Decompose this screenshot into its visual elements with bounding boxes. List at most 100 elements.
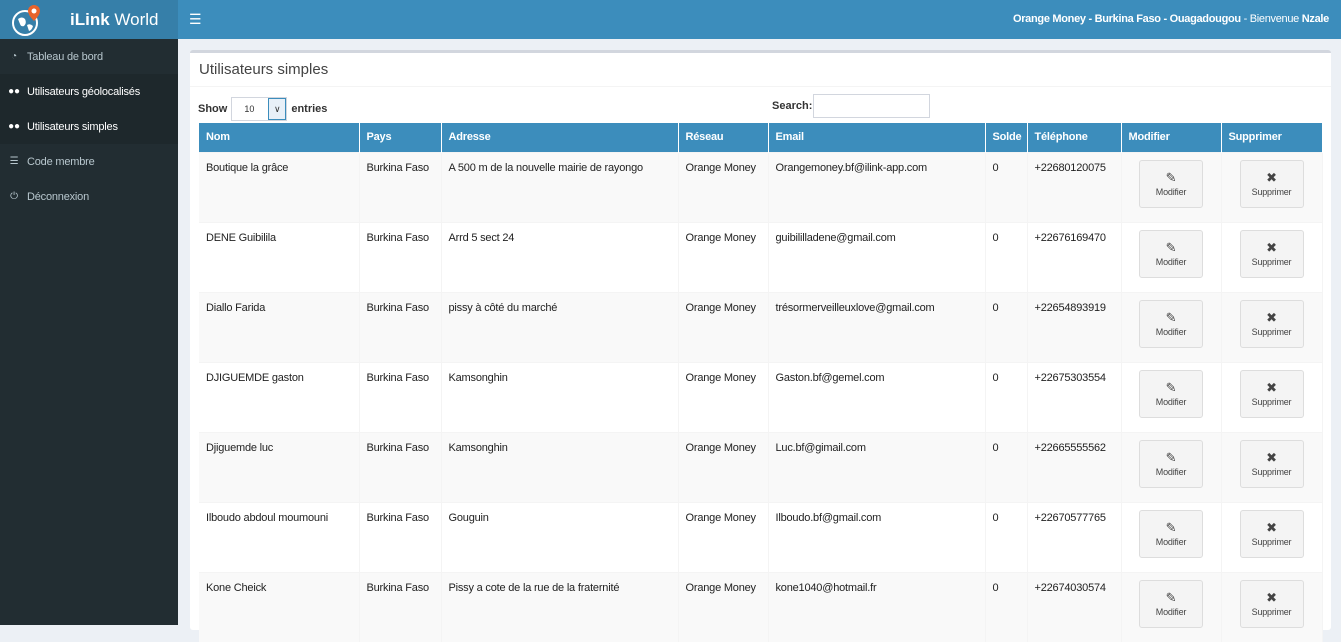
edit-button[interactable]: ✎ Modifier <box>1139 369 1203 418</box>
column-header[interactable]: Téléphone <box>1027 123 1122 152</box>
delete-button[interactable]: ✖ Supprimer <box>1239 509 1304 558</box>
sidebar: ◔ Tableau de bord ●● Utilisateurs géolocal… <box>0 39 178 625</box>
cell-nom: DJIGUEMDE gaston <box>199 361 360 432</box>
cell-reseau: Orange Money <box>678 221 769 292</box>
column-header[interactable]: Réseau <box>678 123 769 152</box>
cell-solde: 0 <box>985 221 1028 292</box>
delete-button[interactable]: ✖ Supprimer <box>1239 369 1304 418</box>
cell-nom: Diallo Farida <box>199 291 360 362</box>
cell-modifier: ✎ Modifier <box>1121 361 1222 432</box>
cell-modifier: ✎ Modifier <box>1121 431 1222 502</box>
sidebar-item-simple-users[interactable]: ●● Utilisateurs simples <box>0 109 178 144</box>
edit-icon: ✎ <box>1165 379 1177 395</box>
app-title: iLink World <box>70 9 159 29</box>
cell-email: Gaston.bf@gemel.com <box>768 361 986 432</box>
edit-button[interactable]: ✎ Modifier <box>1139 579 1203 628</box>
cell-solde: 0 <box>985 501 1028 572</box>
users-box: Utilisateurs simples Show 10 ∨ entries Se… <box>190 50 1331 642</box>
cell-reseau: Orange Money <box>678 431 769 502</box>
users-icon: ●● <box>8 86 20 97</box>
cell-modifier: ✎ Modifier <box>1121 571 1222 642</box>
user-info: Orange Money - Burkina Faso - Ouagadougo… <box>1012 13 1329 25</box>
cell-email: guibililladene@gmail.com <box>768 221 986 292</box>
delete-button[interactable]: ✖ Supprimer <box>1239 229 1304 278</box>
delete-button[interactable]: ✖ Supprimer <box>1239 579 1304 628</box>
cell-adresse: Arrd 5 sect 24 <box>441 221 679 292</box>
edit-button[interactable]: ✎ Modifier <box>1139 509 1203 558</box>
sidebar-item-member-code[interactable]: ☰ Code membre <box>9 155 95 168</box>
cell-solde: 0 <box>985 361 1028 432</box>
show-label: Show <box>198 103 228 115</box>
table-row: Djiguemde luc Burkina Faso Kamsonghin Orang… <box>199 431 1323 502</box>
globe-pin-logo-icon <box>12 4 40 36</box>
cell-nom: DENE Guibilila <box>199 221 360 292</box>
column-header[interactable]: Email <box>768 123 986 152</box>
cell-solde: 0 <box>985 291 1028 362</box>
search-input[interactable] <box>813 94 931 118</box>
sidebar-item-logout[interactable]: ⏻ Déconnexion <box>0 179 178 214</box>
cell-telephone: +22670577765 <box>1027 501 1122 572</box>
sidebar-item-geolocated-users[interactable]: ●● Utilisateurs géolocalisés <box>0 74 178 109</box>
cell-pays: Burkina Faso <box>359 221 442 292</box>
column-header[interactable]: Adresse <box>441 123 679 152</box>
cell-telephone: +22674030574 <box>1027 571 1122 642</box>
cell-supprimer: ✖ Supprimer <box>1221 571 1323 642</box>
table-row: Diallo Farida Burkina Faso pissy à côté du… <box>199 291 1323 362</box>
cell-email: kone1040@hotmail.fr <box>768 571 986 642</box>
edit-button[interactable]: ✎ Modifier <box>1139 159 1203 208</box>
cell-nom: Djiguemde luc <box>199 431 360 502</box>
cell-telephone: +22675303554 <box>1027 361 1122 432</box>
column-header[interactable]: Solde <box>985 123 1028 152</box>
users-icon: ●● <box>8 121 20 132</box>
close-icon: ✖ <box>1266 589 1277 605</box>
table-row: Ilboudo abdoul moumouni Burkina Faso Gougu… <box>199 501 1323 572</box>
cell-adresse: Pissy a cote de la rue de la fraternité <box>441 571 679 642</box>
cell-supprimer: ✖ Supprimer <box>1221 291 1323 362</box>
cell-adresse: A 500 m de la nouvelle mairie de rayongo <box>441 151 679 222</box>
column-header[interactable]: Modifier <box>1121 123 1222 152</box>
cell-modifier: ✎ Modifier <box>1121 291 1222 362</box>
menu-toggle-icon[interactable]: ☰ <box>189 11 202 27</box>
cell-email: Luc.bf@gimail.com <box>768 431 986 502</box>
cell-email: trésormerveilleuxlove@gmail.com <box>768 291 986 362</box>
chevron-down-icon: ∨ <box>268 98 287 120</box>
sidebar-item-dashboard[interactable]: ◔ Tableau de bord <box>0 39 178 74</box>
cell-pays: Burkina Faso <box>359 291 442 362</box>
power-icon: ⏻ <box>10 191 18 202</box>
edit-icon: ✎ <box>1165 589 1177 605</box>
cell-modifier: ✎ Modifier <box>1121 221 1222 292</box>
edit-icon: ✎ <box>1165 169 1177 185</box>
search-label: Search: <box>772 100 813 112</box>
cell-supprimer: ✖ Supprimer <box>1221 501 1323 572</box>
cell-supprimer: ✖ Supprimer <box>1221 151 1323 222</box>
edit-button[interactable]: ✎ Modifier <box>1139 299 1203 348</box>
cell-adresse: Kamsonghin <box>441 361 679 432</box>
cell-adresse: Gouguin <box>441 501 679 572</box>
cell-modifier: ✎ Modifier <box>1121 501 1222 572</box>
logo[interactable]: iLink World <box>0 0 178 39</box>
delete-button[interactable]: ✖ Supprimer <box>1239 159 1304 208</box>
table-row: DJIGUEMDE gaston Burkina Faso Kamsonghin Or… <box>199 361 1323 432</box>
delete-button[interactable]: ✖ Supprimer <box>1239 439 1304 488</box>
cell-pays: Burkina Faso <box>359 571 442 642</box>
edit-button[interactable]: ✎ Modifier <box>1139 439 1203 488</box>
entries-select[interactable]: 10 ∨ <box>231 97 288 121</box>
column-header[interactable]: Pays <box>359 123 442 152</box>
cell-solde: 0 <box>985 151 1028 222</box>
table-controls: Show 10 ∨ entries Search: <box>198 94 1331 121</box>
cell-pays: Burkina Faso <box>359 431 442 502</box>
cell-telephone: +22680120075 <box>1027 151 1122 222</box>
close-icon: ✖ <box>1266 169 1277 185</box>
close-icon: ✖ <box>1266 239 1277 255</box>
cell-pays: Burkina Faso <box>359 361 442 432</box>
cell-reseau: Orange Money <box>678 501 769 572</box>
delete-button[interactable]: ✖ Supprimer <box>1239 299 1304 348</box>
cell-reseau: Orange Money <box>678 151 769 222</box>
edit-button[interactable]: ✎ Modifier <box>1139 229 1203 278</box>
cell-solde: 0 <box>985 571 1028 642</box>
cell-reseau: Orange Money <box>678 291 769 362</box>
column-header[interactable]: Supprimer <box>1221 123 1323 152</box>
close-icon: ✖ <box>1266 519 1277 535</box>
column-header[interactable]: Nom <box>199 123 360 152</box>
page-title: Utilisateurs simples <box>190 53 1331 87</box>
